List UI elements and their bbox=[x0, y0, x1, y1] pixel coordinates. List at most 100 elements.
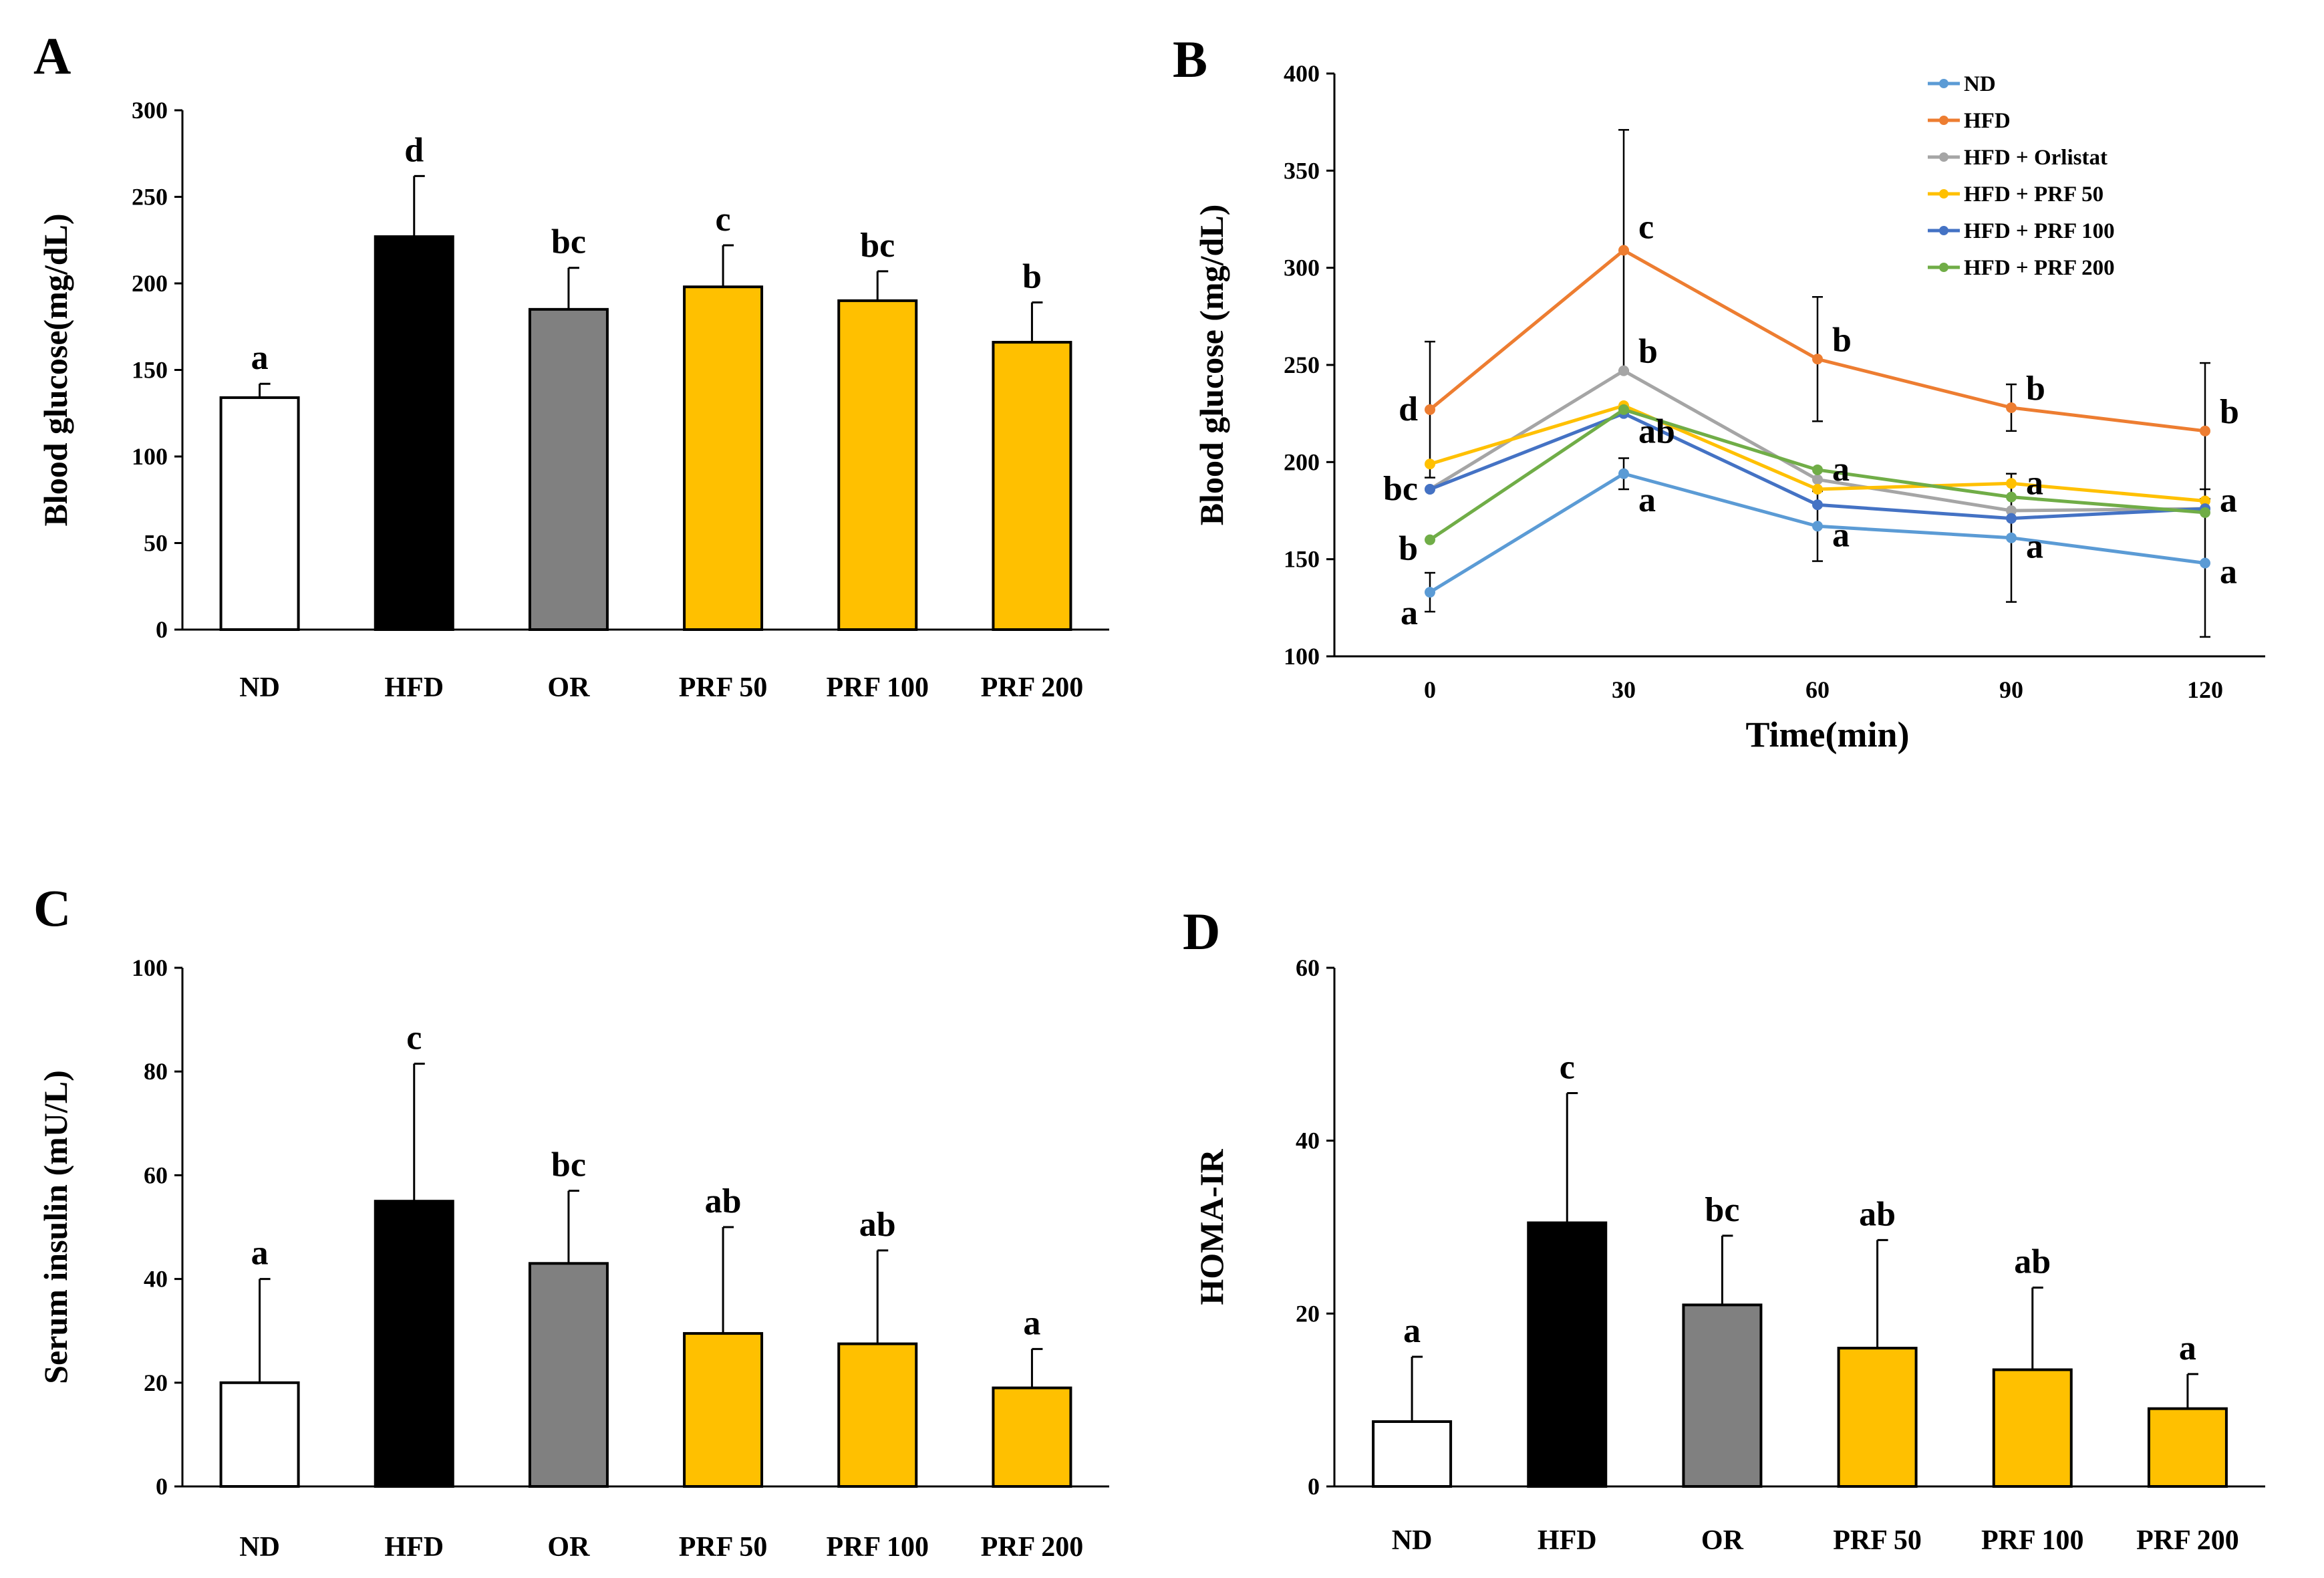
panel-b-legend-label-hfd-prf-100: HFD + PRF 100 bbox=[1964, 219, 2115, 243]
panel-c-y-tick-label: 40 bbox=[144, 1266, 168, 1293]
panel-c-significance-label: a bbox=[1023, 1304, 1040, 1342]
panel-b-y-tick-label: 200 bbox=[1284, 448, 1320, 475]
panel-b-y-tick-label: 400 bbox=[1284, 60, 1320, 87]
panel-a-bar-hfd bbox=[374, 235, 454, 631]
panel-b-significance-label: b bbox=[2026, 370, 2045, 408]
panel-b-legend-label-hfd-prf-200: HFD + PRF 200 bbox=[1964, 256, 2115, 280]
panel-a-bar-nd bbox=[219, 396, 300, 631]
panel-c-bar-or bbox=[528, 1262, 609, 1488]
panel-d-y-tick-label: 0 bbox=[1308, 1473, 1320, 1500]
panel-b-point-hfd bbox=[2006, 402, 2017, 413]
panel-b-significance-label: a bbox=[2026, 528, 2043, 566]
panel-a-y-axis-label: Blood glucose(mg/dL) bbox=[37, 213, 74, 526]
panel-d-y-tick-label: 60 bbox=[1296, 954, 1320, 981]
panel-b-legend-label-hfd: HFD bbox=[1964, 109, 2011, 133]
panel-b-point-hfd bbox=[1618, 245, 1629, 256]
panel-c-category-label: ND bbox=[239, 1532, 280, 1563]
panel-b-legend-marker-hfd-orlistat bbox=[1939, 152, 1948, 162]
panel-b-point-hfd-prf-50 bbox=[1425, 458, 1435, 470]
panel-a-category-label: PRF 200 bbox=[981, 672, 1084, 703]
panel-a-bar-prf50 bbox=[683, 285, 764, 631]
panel-c-bar-hfd bbox=[374, 1200, 454, 1488]
panel-c-bar-prf100 bbox=[837, 1342, 918, 1488]
panel-c-significance-label: a bbox=[251, 1234, 269, 1273]
panel-a-significance-label: a bbox=[251, 339, 269, 377]
panel-b-significance-label: b bbox=[2220, 393, 2239, 431]
panel-a-category-label: OR bbox=[547, 672, 590, 703]
panel-b-point-hfd bbox=[2200, 425, 2210, 436]
panel-b-point-hfd-prf-100 bbox=[1812, 499, 1823, 511]
panel-d-bar-nd bbox=[1372, 1420, 1453, 1488]
panel-d-bar-prf100 bbox=[1992, 1368, 2073, 1488]
panel-b-significance-label: a bbox=[2026, 464, 2043, 502]
panel-label-c: C bbox=[33, 879, 71, 937]
panel-b-significance-label: ab bbox=[1638, 413, 1675, 451]
panel-b-x-tick-label: 120 bbox=[2187, 676, 2223, 703]
panel-c-significance-label: ab bbox=[859, 1206, 896, 1244]
panel-b-legend-label-hfd-orlistat: HFD + Orlistat bbox=[1964, 146, 2108, 170]
panel-label-a: A bbox=[33, 27, 71, 85]
panel-b-point-nd bbox=[2200, 557, 2210, 569]
panel-a-significance-label: c bbox=[716, 201, 731, 239]
panel-b-significance-label: b bbox=[1399, 530, 1418, 568]
panel-a-y-tick-label: 0 bbox=[156, 616, 168, 643]
panel-b-legend-label-hfd-prf-50: HFD + PRF 50 bbox=[1964, 182, 2103, 207]
panel-b-point-hfd bbox=[1425, 404, 1435, 415]
panel-d-category-label: HFD bbox=[1538, 1525, 1597, 1556]
panel-a-category-label: HFD bbox=[384, 672, 444, 703]
panel-b-point-hfd-prf-50 bbox=[2200, 495, 2210, 507]
panel-b-point-hfd-prf-100 bbox=[1425, 484, 1435, 495]
panel-c-bar-prf200 bbox=[992, 1386, 1072, 1488]
panel-c-category-label: PRF 50 bbox=[679, 1532, 768, 1563]
panel-b-y-axis-label: Blood glucose (mg/dL) bbox=[1193, 205, 1230, 526]
panel-a-bar-prf100 bbox=[837, 299, 918, 631]
panel-d-significance-label: a bbox=[2179, 1329, 2196, 1367]
panel-b-y-tick-label: 300 bbox=[1284, 255, 1320, 281]
panel-d-significance-label: c bbox=[1560, 1049, 1575, 1087]
panel-b-legend-marker-hfd bbox=[1939, 116, 1948, 125]
panel-b-y-tick-label: 150 bbox=[1284, 546, 1320, 573]
panel-c-bar-prf50 bbox=[683, 1332, 764, 1488]
panel-c-bar-nd bbox=[219, 1381, 300, 1488]
panel-b-significance-label: a bbox=[2220, 481, 2237, 519]
panel-b-legend-label-nd: ND bbox=[1964, 72, 1996, 96]
panel-c-y-tick-label: 60 bbox=[144, 1162, 168, 1188]
panel-d-bar-prf200 bbox=[2147, 1407, 2228, 1488]
panel-b-point-hfd-prf-50 bbox=[1812, 484, 1823, 495]
panel-a-y-tick-label: 300 bbox=[132, 97, 168, 124]
panel-b-legend-marker-nd bbox=[1939, 79, 1948, 88]
panel-a-category-label: PRF 50 bbox=[679, 672, 768, 703]
panel-b-significance-label: a bbox=[1401, 594, 1418, 632]
panel-b-point-nd bbox=[1425, 587, 1435, 598]
panel-d-significance-label: a bbox=[1403, 1312, 1421, 1350]
panel-b-point-hfd-prf-200 bbox=[1425, 534, 1435, 545]
panel-d-bar-prf50 bbox=[1837, 1347, 1918, 1488]
panel-c-y-tick-label: 80 bbox=[144, 1058, 168, 1085]
panel-c-category-label: HFD bbox=[384, 1532, 444, 1563]
panel-c-category-label: PRF 100 bbox=[826, 1532, 929, 1563]
panel-a-significance-label: bc bbox=[860, 227, 895, 265]
panel-c-y-tick-label: 100 bbox=[132, 954, 168, 981]
panel-b-y-tick-label: 100 bbox=[1284, 643, 1320, 670]
panel-c-significance-label: c bbox=[406, 1019, 422, 1057]
panel-a-significance-label: bc bbox=[551, 223, 586, 261]
panel-c-y-tick-label: 0 bbox=[156, 1473, 168, 1500]
panel-b-point-nd bbox=[2006, 532, 2017, 543]
panel-b-point-hfd-orlistat bbox=[1618, 365, 1629, 376]
panel-b-significance-label: a bbox=[1832, 450, 1850, 489]
panel-b-significance-label: c bbox=[1638, 209, 1654, 247]
panel-b-point-hfd-orlistat bbox=[2006, 505, 2017, 516]
panel-b-x-tick-label: 90 bbox=[1999, 676, 2023, 703]
panel-b-significance-label: b bbox=[1832, 321, 1852, 359]
panel-d-bar-or bbox=[1682, 1303, 1763, 1488]
panel-b-x-axis-label: Time(min) bbox=[1746, 714, 1910, 755]
panel-c-significance-label: bc bbox=[551, 1146, 586, 1184]
panel-d-y-tick-label: 40 bbox=[1296, 1128, 1320, 1154]
panel-d-significance-label: bc bbox=[1705, 1191, 1739, 1229]
panel-b-point-hfd-prf-200 bbox=[1812, 464, 1823, 475]
panel-a-y-tick-label: 100 bbox=[132, 443, 168, 470]
panel-b-significance-label: bc bbox=[1383, 470, 1418, 508]
panel-a-category-label: ND bbox=[239, 672, 280, 703]
panel-d-category-label: PRF 100 bbox=[1981, 1525, 2084, 1556]
